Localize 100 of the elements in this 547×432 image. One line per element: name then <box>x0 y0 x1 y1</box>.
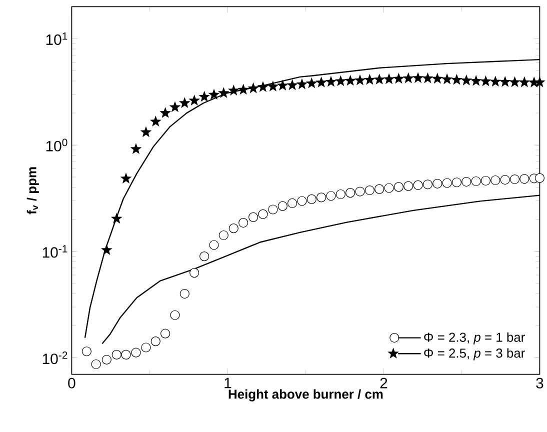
point <box>238 84 250 95</box>
point <box>460 74 472 86</box>
point <box>258 209 268 219</box>
point <box>160 328 170 338</box>
y-tick-label: 10$^{-2}$ <box>42 352 68 364</box>
point <box>218 230 228 240</box>
point <box>422 180 432 190</box>
point <box>346 188 356 198</box>
point <box>276 80 288 91</box>
point <box>209 240 219 250</box>
point <box>392 72 404 84</box>
point <box>267 80 279 92</box>
point <box>402 72 414 84</box>
point <box>500 174 510 185</box>
point <box>490 175 500 186</box>
point <box>150 336 160 346</box>
point <box>480 75 492 86</box>
point <box>384 183 394 193</box>
point <box>140 126 152 138</box>
point <box>248 212 258 222</box>
x-axis-title: Height above burner / cm <box>228 389 383 402</box>
point <box>91 359 101 370</box>
point <box>441 73 453 84</box>
point <box>344 74 356 86</box>
point <box>520 174 530 184</box>
point <box>100 244 112 255</box>
point <box>218 87 230 98</box>
point <box>160 107 172 118</box>
point <box>326 191 336 201</box>
point <box>336 189 346 200</box>
legend-label: Φ = 2.3, p = 1 bar <box>424 332 525 344</box>
point <box>462 176 472 187</box>
point <box>510 174 520 184</box>
point <box>228 224 238 234</box>
point <box>178 97 190 108</box>
point <box>442 178 452 188</box>
point <box>130 143 142 154</box>
point <box>169 101 181 112</box>
point <box>452 178 462 188</box>
point <box>170 310 180 320</box>
point <box>200 252 210 262</box>
point <box>451 74 462 85</box>
point <box>470 75 482 86</box>
point <box>394 182 404 192</box>
point <box>198 90 210 102</box>
point <box>228 84 240 96</box>
point <box>432 72 444 84</box>
point <box>422 72 434 84</box>
point <box>296 78 308 90</box>
point <box>268 204 278 214</box>
point <box>297 196 307 206</box>
point <box>257 81 269 92</box>
y-tick-label: 10$^{-1}$ <box>42 245 68 258</box>
y-axis-title: f$_{v}$ / ppm <box>26 167 39 214</box>
point <box>112 350 122 360</box>
point <box>355 186 365 196</box>
legend-label: Φ = 2.5, p = 3 bar <box>424 348 525 360</box>
point <box>413 180 423 190</box>
point <box>131 348 141 358</box>
point <box>102 354 112 365</box>
point <box>354 74 366 86</box>
point <box>383 73 395 84</box>
point <box>188 94 200 106</box>
point <box>334 75 346 86</box>
point <box>374 74 386 84</box>
point <box>278 201 288 211</box>
point <box>286 79 298 90</box>
point <box>364 74 376 85</box>
point <box>150 116 162 127</box>
x-tick-label: 1 <box>224 378 232 388</box>
point <box>316 76 328 88</box>
point <box>364 185 374 196</box>
point <box>480 176 491 186</box>
point <box>190 268 200 278</box>
point <box>306 194 316 204</box>
point <box>287 198 298 208</box>
point <box>238 218 248 228</box>
point <box>534 76 546 88</box>
point <box>412 72 424 83</box>
point <box>432 178 442 188</box>
point <box>490 76 502 87</box>
point <box>248 82 259 94</box>
point <box>180 288 190 299</box>
point <box>471 176 481 186</box>
y-tick-label: 10$^{1}$ <box>46 32 68 45</box>
point <box>404 181 414 191</box>
x-tick-label: 2 <box>380 378 388 388</box>
x-tick-label: 0 <box>68 378 76 388</box>
point <box>518 76 530 88</box>
point <box>499 76 511 87</box>
point <box>509 76 520 88</box>
point <box>82 346 92 356</box>
point <box>306 77 318 88</box>
x-tick-label: 3 <box>536 378 544 388</box>
point <box>374 184 384 194</box>
point <box>121 350 131 360</box>
point <box>141 342 151 352</box>
point <box>316 192 326 202</box>
point <box>110 212 122 224</box>
point <box>120 172 132 184</box>
